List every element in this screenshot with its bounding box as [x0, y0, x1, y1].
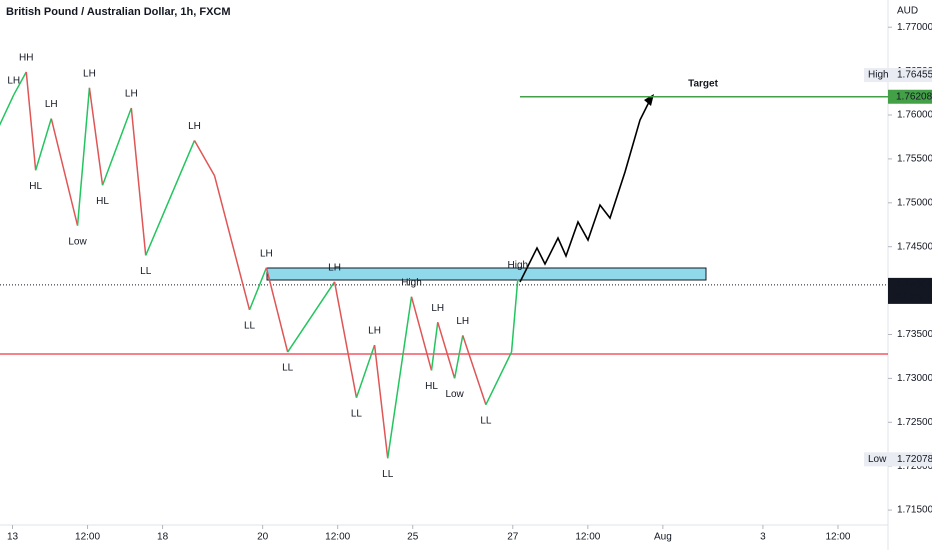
resistance-zone	[266, 267, 707, 281]
swing-label: LL	[382, 469, 394, 480]
y-tick-label: 1.76000	[897, 110, 932, 121]
last-price-box	[888, 277, 932, 304]
swing-label: LH	[83, 68, 96, 79]
swing-label: LH	[368, 326, 381, 337]
swing-label: LL	[351, 408, 363, 419]
y-tick-label: 1.71500	[897, 505, 932, 516]
x-tick-label: 25	[407, 532, 419, 543]
x-tick-label: 12:00	[575, 532, 600, 543]
y-tick-label: 1.75500	[897, 154, 932, 165]
y-tick-label: 1.74500	[897, 241, 932, 252]
zigzag-segment	[373, 344, 389, 459]
marker-label: High	[868, 70, 889, 81]
x-tick-label: Aug	[654, 532, 672, 543]
zigzag-segment	[462, 335, 487, 405]
zigzag-segment	[386, 296, 413, 459]
x-tick-label: 27	[507, 532, 519, 543]
zigzag-segment	[265, 267, 289, 353]
swing-label: LL	[244, 321, 256, 332]
y-tick-label: 1.73000	[897, 373, 932, 384]
y-tick-label: 1.75000	[897, 197, 932, 208]
x-tick-label: 12:00	[825, 532, 850, 543]
zigzag-segment	[453, 335, 464, 379]
zigzag-segment	[88, 87, 104, 186]
swing-label: Low	[445, 389, 464, 400]
zigzag-segment	[145, 140, 196, 256]
swing-label: LL	[140, 266, 152, 277]
swing-label: HL	[96, 196, 109, 207]
zigzag-segment	[76, 87, 91, 226]
swing-label: LH	[456, 316, 469, 327]
swing-label: High	[401, 277, 422, 288]
zigzag-segment	[13, 71, 27, 96]
marker-label: Low	[868, 454, 887, 465]
zigzag-segment	[213, 175, 251, 311]
swing-label: LH	[260, 248, 273, 259]
zigzag-segment	[34, 118, 52, 171]
zigzag-segment	[410, 296, 433, 371]
target-price-box	[888, 89, 932, 104]
zigzag-segment	[101, 107, 133, 186]
swing-label: LH	[328, 262, 341, 273]
zigzag-segment	[430, 322, 439, 371]
x-tick-label: 3	[760, 532, 766, 543]
x-tick-label: 12:00	[325, 532, 350, 543]
target-label: Target	[688, 78, 718, 89]
marker-value: 1.72078	[897, 454, 932, 465]
last-price-label: 1.74065	[896, 280, 932, 291]
marker-box	[864, 68, 932, 83]
zigzag-segment	[287, 281, 336, 353]
x-tick-label: 20	[257, 532, 269, 543]
swing-label: LH	[125, 89, 138, 100]
zigzag-segment	[130, 107, 147, 256]
marker-value: 1.76455	[897, 70, 932, 81]
zigzag-segment	[50, 118, 79, 226]
axis-unit: AUD	[897, 6, 918, 17]
chart-title: British Pound / Australian Dollar, 1h, F…	[6, 6, 231, 18]
swing-label: LH	[45, 99, 58, 110]
zigzag-segment	[355, 344, 376, 398]
swing-label: LH	[431, 303, 444, 314]
zigzag-segment	[0, 94, 15, 126]
zigzag-segment	[510, 279, 519, 353]
y-tick-label: 1.72500	[897, 417, 932, 428]
zigzag-segment	[193, 140, 216, 176]
swing-label: HL	[29, 181, 42, 192]
y-tick-label: 1.77000	[897, 22, 932, 33]
countdown: 52:55	[896, 292, 921, 303]
y-tick-label: 1.73500	[897, 329, 932, 340]
marker-box	[864, 452, 932, 467]
swing-label: HL	[425, 381, 438, 392]
projection-arrow	[519, 95, 653, 283]
zigzag-segment	[25, 71, 37, 171]
x-tick-label: 12:00	[75, 532, 100, 543]
swing-label: LL	[480, 415, 492, 426]
swing-label: Low	[68, 236, 87, 247]
target-price-label: 1.76208	[896, 91, 932, 102]
x-tick-label: 18	[157, 532, 169, 543]
zigzag-segment	[248, 267, 268, 311]
x-tick-label: 13	[7, 532, 19, 543]
swing-label: High	[508, 260, 529, 271]
swing-label: LH	[7, 75, 20, 86]
zigzag-segment	[333, 281, 358, 398]
swing-label: HH	[19, 53, 33, 64]
swing-label: LH	[188, 121, 201, 132]
swing-label: LL	[282, 363, 294, 374]
zigzag-segment	[437, 321, 456, 379]
zigzag-segment	[485, 351, 513, 406]
